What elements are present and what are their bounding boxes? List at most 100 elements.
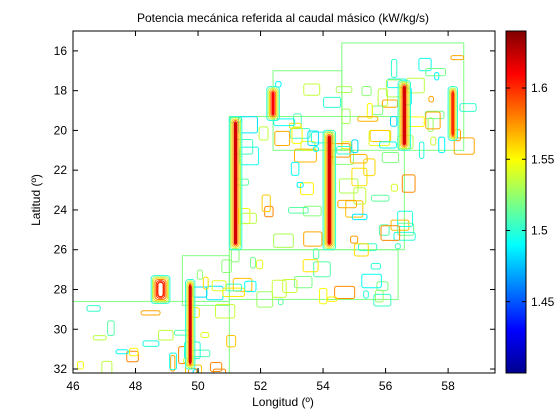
- contour-band: [155, 280, 166, 299]
- contour-line: [428, 95, 434, 103]
- contour-band: [228, 116, 243, 251]
- contour-band: [233, 122, 238, 245]
- contour-line: [427, 117, 434, 132]
- contour-line: [277, 298, 284, 306]
- contour-line: [319, 287, 328, 305]
- contour-line: [291, 126, 303, 144]
- contour-band: [154, 278, 167, 301]
- contour-line: [128, 347, 139, 357]
- contour-line: [209, 361, 223, 372]
- x-axis: 46 48 50 52 54 56 58: [66, 31, 455, 393]
- contour-band: [323, 131, 335, 249]
- contour-line: [381, 99, 398, 108]
- contour-line: [438, 136, 446, 154]
- contour-line: [459, 103, 477, 112]
- contour-line: [313, 261, 331, 278]
- contour-line: [86, 305, 101, 312]
- contour-line: [302, 259, 319, 273]
- contour-band: [401, 84, 408, 147]
- contour-band: [451, 92, 455, 135]
- colorbar-tick-label: 1.5: [531, 224, 548, 238]
- contour-band: [270, 90, 276, 118]
- chart-title: Potencia mecánica referida al caudal más…: [137, 11, 429, 25]
- contour-line: [273, 233, 294, 248]
- contour-band: [150, 275, 171, 304]
- y-tick-label: 22: [54, 163, 68, 177]
- contour-line: [274, 130, 291, 147]
- contour-line: [370, 194, 390, 202]
- contour-line: [393, 231, 416, 241]
- contour-band: [185, 279, 196, 370]
- contour-line: [169, 352, 178, 371]
- contour-line: [349, 154, 368, 164]
- x-tick-label: 56: [379, 379, 393, 393]
- contour-line: [341, 141, 352, 150]
- colorbar-tick-label: 1.55: [531, 152, 555, 166]
- contour-band: [398, 81, 410, 150]
- x-tick-label: 52: [254, 379, 268, 393]
- contour-line: [430, 136, 437, 146]
- contour-band: [231, 118, 240, 248]
- contour-line: [226, 335, 237, 348]
- contour-line: [425, 111, 441, 130]
- contour-line: [222, 287, 245, 297]
- contour-line: [76, 361, 84, 370]
- contour-line: [310, 131, 333, 144]
- contour-line: [232, 277, 253, 292]
- contour-line: [357, 116, 379, 122]
- contour-line: [312, 248, 320, 260]
- y-tick-label: 26: [54, 243, 68, 257]
- contour-band: [327, 136, 331, 245]
- contour-line: [401, 174, 416, 193]
- contour-line: [215, 303, 236, 319]
- contour-line: [293, 148, 317, 163]
- contour-line: [369, 129, 392, 142]
- contour-line: [244, 280, 257, 293]
- contour-band: [188, 285, 192, 364]
- contour-line: [293, 275, 313, 289]
- contour-band: [230, 117, 242, 249]
- contour-line: [196, 269, 204, 280]
- contour-line: [366, 103, 373, 119]
- contour-band: [186, 280, 195, 369]
- contour-band: [151, 276, 170, 303]
- colorbar-ticks: 1.45 1.5 1.55 1.6: [506, 81, 555, 309]
- contour-line: [363, 158, 376, 177]
- x-tick-label: 54: [316, 379, 330, 393]
- x-tick-label: 46: [66, 379, 80, 393]
- y-tick-label: 24: [54, 203, 68, 217]
- contour-line: [115, 349, 129, 355]
- colorbar-tick-label: 1.6: [531, 81, 548, 95]
- contour-line: [351, 213, 368, 221]
- contour-line: [312, 146, 319, 152]
- contour-line: [237, 116, 258, 134]
- y-tick-label: 16: [54, 44, 68, 58]
- contour-line: [351, 139, 359, 154]
- contour-band: [402, 86, 406, 145]
- contour-line: [296, 181, 304, 188]
- contour-band: [325, 132, 334, 248]
- contour-line: [337, 199, 357, 209]
- contour-band: [271, 92, 275, 115]
- contour-line: [290, 161, 300, 176]
- contour-band: [326, 133, 333, 247]
- contour-band: [400, 82, 409, 149]
- contour-line: [379, 141, 397, 149]
- plot-area: [73, 31, 495, 373]
- contour-line: [287, 206, 309, 214]
- contour-line: [326, 296, 338, 302]
- contour-line: [323, 96, 342, 108]
- contour-line: [376, 281, 389, 292]
- colorbar-tick-label: 1.45: [531, 295, 555, 309]
- y-tick-label: 18: [54, 84, 68, 98]
- contour-line: [256, 259, 264, 270]
- contour-band: [448, 87, 457, 140]
- contour-band: [268, 88, 278, 119]
- x-tick-label: 50: [191, 379, 205, 393]
- contour-line: [211, 280, 227, 292]
- contour-line: [200, 332, 210, 338]
- contour-line: [350, 235, 359, 244]
- contour-line: [341, 108, 351, 125]
- contour-line: [202, 276, 209, 290]
